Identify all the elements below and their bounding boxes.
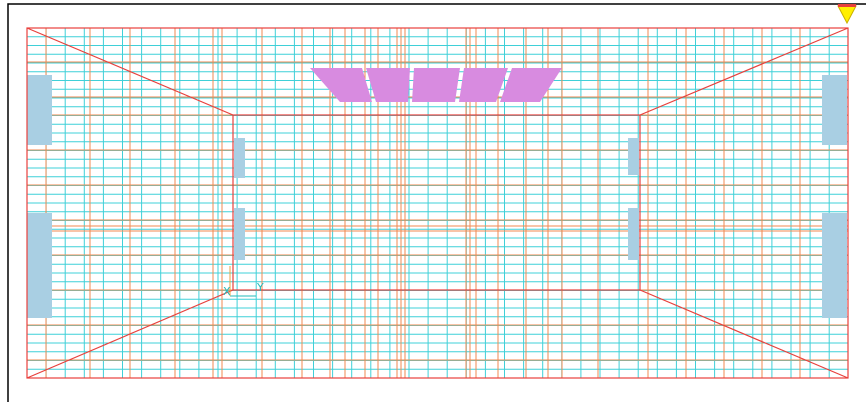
panel: [822, 213, 847, 318]
panel: [628, 208, 639, 260]
skylight-pane: [412, 68, 460, 102]
cad-viewport: X Y: [0, 0, 867, 402]
panel: [822, 75, 847, 145]
ucs-x-label: X: [223, 285, 231, 298]
marker-bar: [838, 4, 856, 7]
panel: [234, 208, 245, 260]
panel: [27, 75, 52, 145]
panel: [628, 138, 639, 175]
panel: [234, 138, 245, 178]
skylight: [310, 68, 562, 102]
ucs-y-label: Y: [256, 281, 264, 294]
panel: [27, 213, 52, 318]
